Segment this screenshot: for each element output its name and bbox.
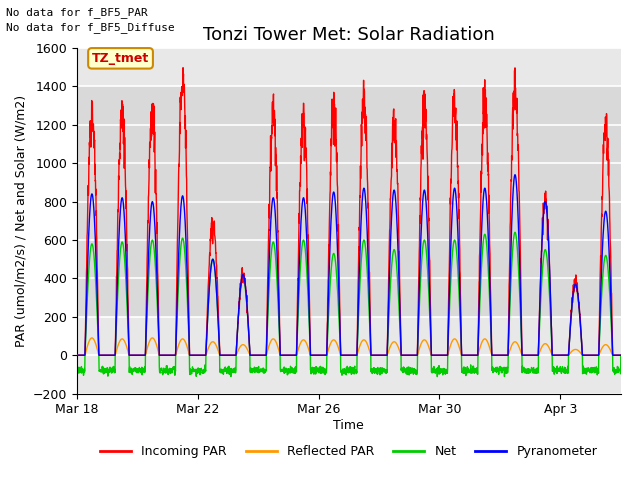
- Text: No data for f_BF5_PAR: No data for f_BF5_PAR: [6, 7, 148, 18]
- Legend: Incoming PAR, Reflected PAR, Net, Pyranometer: Incoming PAR, Reflected PAR, Net, Pyrano…: [95, 440, 602, 463]
- X-axis label: Time: Time: [333, 419, 364, 432]
- Bar: [77, 86, 621, 317]
- Title: Tonzi Tower Met: Solar Radiation: Tonzi Tower Met: Solar Radiation: [203, 25, 495, 44]
- Text: TZ_tmet: TZ_tmet: [92, 52, 149, 65]
- Y-axis label: PAR (umol/m2/s) / Net and Solar (W/m2): PAR (umol/m2/s) / Net and Solar (W/m2): [14, 95, 27, 347]
- Text: No data for f_BF5_Diffuse: No data for f_BF5_Diffuse: [6, 22, 175, 33]
